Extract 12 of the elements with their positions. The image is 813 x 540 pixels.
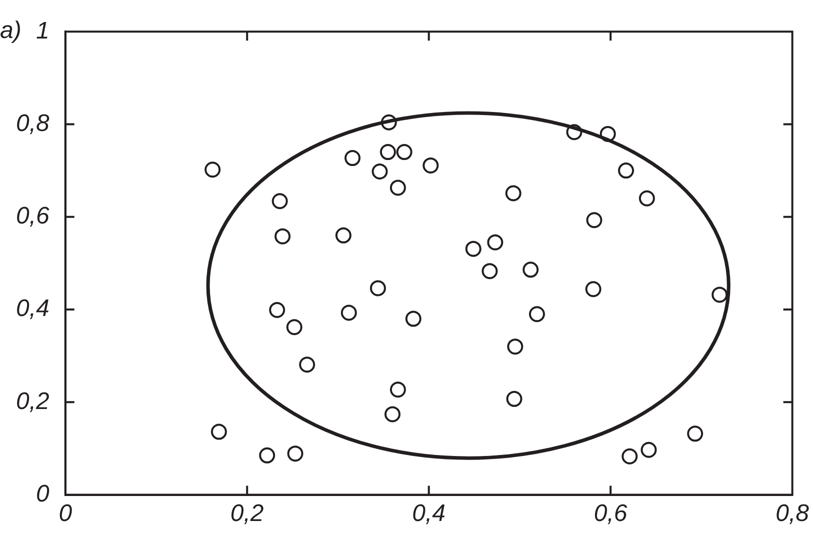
y-tick-label: 0,4 xyxy=(16,295,50,322)
chart-title: a) xyxy=(0,16,22,44)
x-tick-label: 0 xyxy=(58,500,73,528)
x-tick-label: 0,6 xyxy=(594,500,628,528)
y-tick-label: 0 xyxy=(36,480,50,508)
x-tick-label: 0,8 xyxy=(776,500,810,528)
y-tick-label: 0,8 xyxy=(16,110,50,137)
y-tick-label: 0,6 xyxy=(16,202,50,230)
y-tick-label: 0,2 xyxy=(16,388,50,415)
x-tick-label: 0,2 xyxy=(230,500,264,528)
x-tick-label: 0,4 xyxy=(412,500,446,528)
y-tick-label: 1 xyxy=(36,17,50,44)
